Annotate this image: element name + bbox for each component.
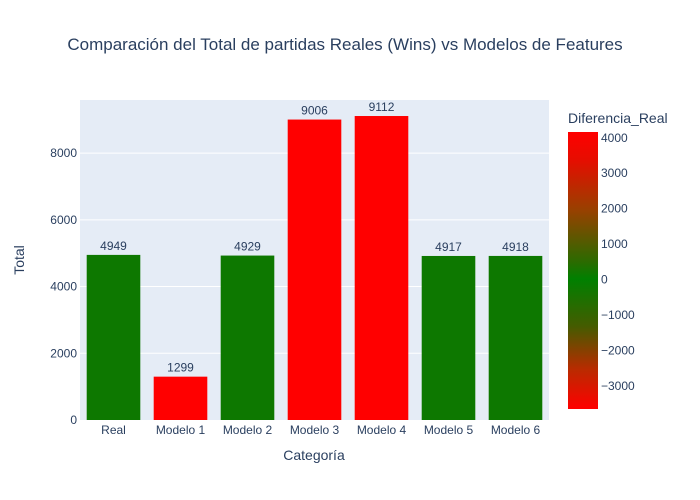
bar-modelo-1 (153, 376, 208, 420)
x-axis-title: Categoría (283, 447, 345, 463)
colorbar-tick-label: −3000 (601, 379, 635, 393)
colorbar-tick-label: 3000 (601, 166, 628, 180)
colorbar-title: Diferencia_Real (568, 110, 668, 126)
colorbar-tick-label: −2000 (601, 344, 635, 358)
bar-real (86, 254, 141, 420)
x-tick-label: Real (101, 423, 126, 437)
y-axis-title: Total (11, 245, 27, 275)
y-tick-label: 4000 (50, 280, 77, 294)
y-tick-label: 0 (70, 413, 77, 427)
x-tick-label: Modelo 6 (491, 423, 541, 437)
y-tick-label: 8000 (50, 146, 77, 160)
colorbar-tick-label: 0 (601, 273, 608, 287)
bar-value-label: 4949 (100, 239, 127, 253)
chart-title: Comparación del Total de partidas Reales… (67, 35, 623, 54)
bar-value-label: 9006 (301, 104, 328, 118)
bar-value-label: 1299 (167, 361, 194, 375)
x-tick-label: Modelo 1 (156, 423, 206, 437)
bar-value-label: 4917 (435, 240, 462, 254)
colorbar-tick-label: −1000 (601, 308, 635, 322)
x-tick-label: Modelo 5 (424, 423, 474, 437)
x-tick-label: Modelo 4 (357, 423, 407, 437)
x-tick-label: Modelo 2 (223, 423, 273, 437)
bar-modelo-3 (287, 119, 342, 420)
x-tick-label: Modelo 3 (290, 423, 340, 437)
bar-value-label: 9112 (369, 100, 395, 114)
colorbar (568, 132, 598, 409)
colorbar-tick-label: 4000 (601, 131, 628, 145)
bar-value-label: 4918 (502, 240, 529, 254)
bar-modelo-4 (354, 116, 409, 421)
y-tick-label: 6000 (50, 213, 77, 227)
bar-modelo-2 (220, 255, 275, 420)
bar-modelo-5 (421, 255, 476, 420)
bar-modelo-6 (488, 255, 543, 420)
colorbar-tick-label: 2000 (601, 202, 628, 216)
y-tick-label: 2000 (50, 346, 77, 360)
bar-value-label: 4929 (234, 240, 261, 254)
colorbar-tick-label: 1000 (601, 237, 628, 251)
